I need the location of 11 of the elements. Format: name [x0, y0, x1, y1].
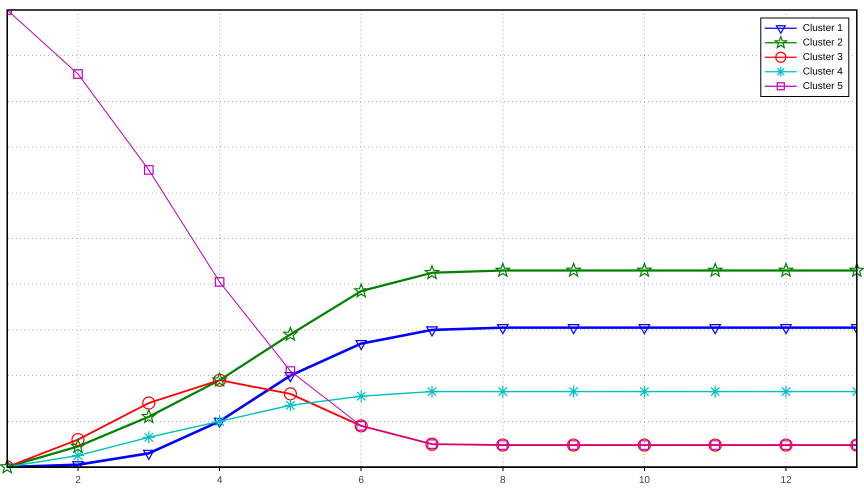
legend-label: Cluster 3 — [802, 52, 844, 63]
x-tick-label: 12 — [780, 474, 792, 486]
legend-label: Cluster 1 — [802, 23, 844, 34]
x-tick-label: 4 — [216, 474, 223, 486]
legend-label: Cluster 5 — [802, 81, 844, 92]
x-tick-label: 10 — [638, 474, 650, 486]
x-tick-label: 2 — [75, 474, 82, 486]
x-tick-label: 8 — [500, 474, 506, 486]
legend-label: Cluster 2 — [802, 38, 844, 48]
x-tick-label: 6 — [358, 474, 364, 486]
legend-label: Cluster 4 — [802, 66, 844, 78]
